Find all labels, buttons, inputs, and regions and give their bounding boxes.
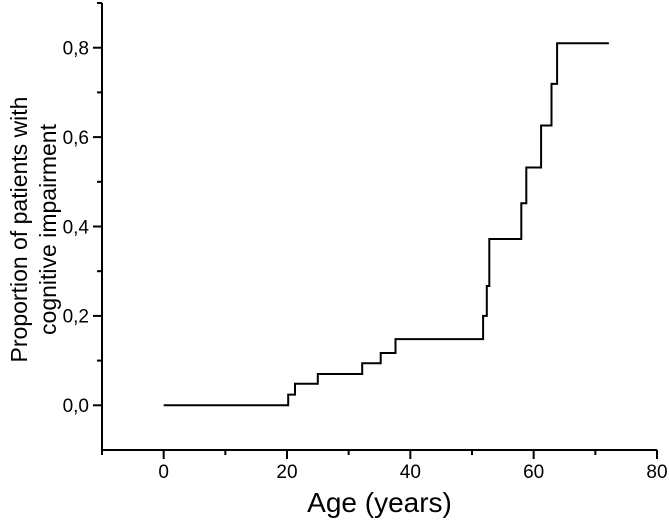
x-tick-label: 80 — [646, 462, 667, 483]
y-axis-title-line2: cognitive impairment — [35, 123, 61, 335]
x-axis-title: Age (years) — [307, 487, 452, 518]
y-tick-label: 0,2 — [63, 307, 89, 328]
x-tick-label: 0 — [158, 462, 169, 483]
y-axis-title-line1: Proportion of patients with — [6, 97, 32, 363]
step-curve — [163, 42, 609, 407]
x-tick-label: 20 — [276, 462, 297, 483]
x-tick-label: 60 — [523, 462, 544, 483]
y-tick-label: 0,6 — [63, 128, 89, 149]
x-tick-label: 40 — [400, 462, 421, 483]
y-tick-label: 0,4 — [63, 217, 90, 238]
y-tick-label: 0,8 — [63, 39, 89, 60]
y-tick-label: 0,0 — [63, 396, 89, 417]
